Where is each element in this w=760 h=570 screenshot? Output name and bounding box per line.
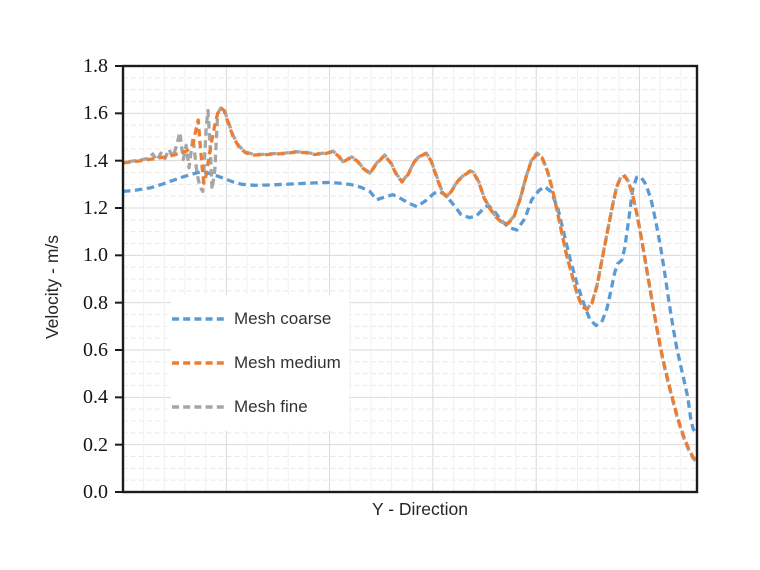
legend-dash-swatch xyxy=(172,405,226,409)
legend: Mesh coarse Mesh medium Mesh fine xyxy=(171,295,349,431)
x-axis-title: Y - Direction xyxy=(372,499,468,519)
legend-label: Mesh fine xyxy=(234,397,308,416)
series-line-mesh-fine xyxy=(122,105,699,464)
legend-item-mesh-coarse: Mesh coarse xyxy=(171,297,349,341)
y-tick-label: 1.8 xyxy=(83,55,108,77)
y-tick-label: 0.0 xyxy=(83,481,108,503)
legend-label: Mesh medium xyxy=(234,353,341,372)
y-tick-label: 1.6 xyxy=(83,102,108,125)
legend-item-mesh-medium: Mesh medium xyxy=(171,341,349,385)
y-tick-label: 0.6 xyxy=(83,339,108,361)
y-tick-label: 1.2 xyxy=(83,197,108,219)
legend-label: Mesh coarse xyxy=(234,309,332,328)
y-tick-label: 0.8 xyxy=(83,291,108,314)
legend-item-mesh-fine: Mesh fine xyxy=(171,385,349,429)
legend-dash-swatch xyxy=(172,361,226,365)
y-tick-label: 0.2 xyxy=(83,433,108,456)
series-line-mesh-coarse xyxy=(122,170,699,437)
y-tick-label: 0.4 xyxy=(83,386,108,409)
series-line-mesh-medium xyxy=(122,106,699,463)
plot-frame xyxy=(121,64,699,494)
y-tick-label: 1.4 xyxy=(83,149,108,172)
y-tick-label: 1.0 xyxy=(83,244,108,267)
legend-dash-swatch xyxy=(172,317,226,321)
